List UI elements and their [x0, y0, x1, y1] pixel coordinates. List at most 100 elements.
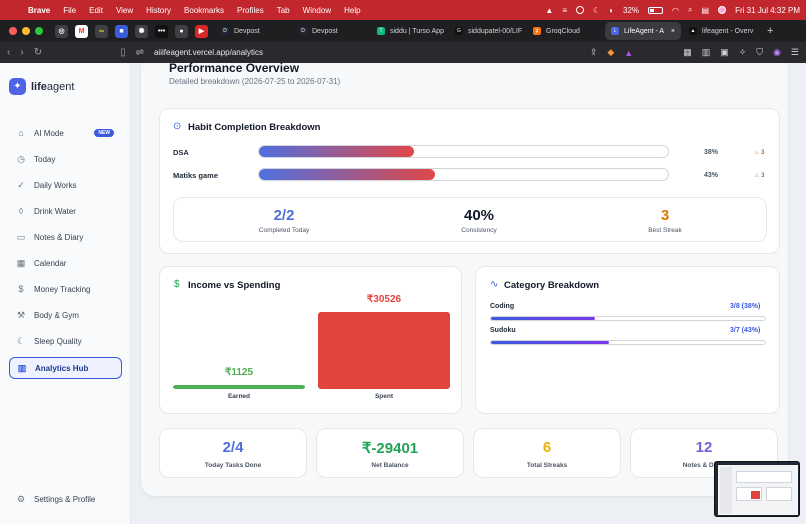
gear-icon: ⚙ [16, 493, 26, 504]
reload-icon[interactable]: ↻ [33, 47, 43, 58]
menu-bookmarks[interactable]: Bookmarks [184, 5, 225, 15]
income-card-title: Income vs Spending [188, 280, 281, 291]
reader-mode-icon[interactable]: ▦ [683, 47, 692, 57]
pinned-tab-blue-icon[interactable]: ■ [115, 24, 128, 38]
wallet-icon[interactable]: ▣ [720, 47, 729, 57]
earned-value-label: ₹1125 [224, 367, 254, 378]
status-icon-c[interactable]: ◐ [609, 5, 615, 15]
status-icon-record[interactable] [576, 6, 585, 14]
menu-file[interactable]: File [63, 5, 77, 15]
leo-icon[interactable]: ◉ [773, 47, 781, 57]
control-center-icon[interactable]: ▤ [701, 5, 710, 15]
sidebar-item-calendar[interactable]: ▦ Calendar [9, 252, 122, 274]
sidebar-item-drink-water[interactable]: ◊ Drink Water [9, 200, 122, 222]
url-field[interactable]: aiiifeagent.vercel.app/analytics [153, 48, 263, 57]
forward-arrow-icon[interactable]: › [20, 47, 24, 58]
vpn-shield-icon[interactable]: ⛉ [756, 47, 764, 57]
browser-tab[interactable]: D Devpost [215, 22, 291, 40]
habit-stats-row: 2/2 Completed Today 40% Consistency 3 Be… [173, 197, 767, 242]
battery-icon[interactable] [648, 6, 664, 14]
sidebar-item-label: Notes & Diary [34, 232, 84, 242]
habit-percent: 43% [704, 172, 719, 179]
category-name: Sudoku [490, 327, 516, 334]
clock-text[interactable]: Fri 31 Jul 4:32 PM [735, 5, 800, 15]
sidebar-item-today[interactable]: ◷ Today [9, 148, 122, 170]
sidebar-toggle-icon[interactable]: ▥ [701, 47, 711, 57]
share-icon[interactable]: ⇪ [589, 47, 598, 57]
bot-icon: ⌂ [18, 128, 24, 138]
dollar-icon: $ [174, 279, 180, 290]
summary-card-tasks: 2/4 Today Tasks Done [159, 428, 307, 478]
apple-icon[interactable] [6, 5, 16, 15]
category-card-title: Category Breakdown [504, 280, 600, 291]
habit-breakdown-card: ⊙ Habit Completion Breakdown DSA 38% ♨ 3… [159, 108, 780, 254]
menu-app-name[interactable]: Brave [28, 5, 51, 15]
income-spending-chart [173, 312, 450, 389]
browser-tab[interactable]: g GroqCloud [527, 22, 603, 40]
sidebar-item-label: Sleep Quality [34, 336, 82, 346]
screenshot-thumbnail[interactable] [714, 461, 800, 517]
brave-shields-icon[interactable]: ◆ [607, 47, 615, 57]
pinned-tab-chrome-icon[interactable]: ◎ [55, 24, 68, 38]
pinned-tab-gmail-icon[interactable]: M [75, 24, 88, 38]
menu-edit[interactable]: Edit [89, 5, 103, 15]
income-spending-card: $ Income vs Spending ₹1125 ₹30526 Earned… [159, 266, 462, 414]
sidebar-item-sleep-quality[interactable]: ☾ Sleep Quality [9, 330, 122, 352]
dumbbell-icon: ⚒ [16, 309, 26, 320]
net-balance-label: Net Balance [371, 462, 409, 469]
habit-name: DSA [173, 148, 189, 157]
menu-profiles[interactable]: Profiles [237, 5, 264, 15]
category-progress-bar [490, 316, 766, 321]
zoom-window-button[interactable] [35, 27, 43, 35]
new-tab-plus-icon[interactable]: + [767, 25, 774, 37]
sidebar-item-notes-diary[interactable]: ▭ Notes & Diary [9, 226, 122, 248]
tab-favicon-icon: T [377, 27, 385, 35]
menu-window[interactable]: Window [302, 5, 332, 15]
menu-view[interactable]: View [115, 5, 134, 15]
back-arrow-icon[interactable]: ‹ [7, 47, 11, 58]
status-icon-layers[interactable]: ≡ [562, 5, 568, 15]
moon-icon: ☾ [16, 335, 26, 346]
site-settings-icon[interactable]: ⇌ [135, 47, 144, 58]
sidebar-item-money-tracking[interactable]: $ Money Tracking [9, 278, 122, 300]
browser-tab[interactable]: D Devpost [293, 22, 369, 40]
bookmark-icon[interactable]: ▯ [120, 47, 126, 58]
siri-icon[interactable] [718, 6, 727, 14]
sidebar-item-daily-works[interactable]: ✓ Daily Works [9, 174, 122, 196]
flame-icon: ♨ [754, 150, 760, 156]
habit-card-title: Habit Completion Breakdown [188, 122, 321, 133]
brand-logo[interactable]: ✦ lifeagent [9, 78, 74, 95]
pinned-tab-infinity-icon[interactable]: ∞ [95, 24, 108, 38]
brave-rewards-icon[interactable]: ▲ [624, 47, 634, 58]
status-icon-a[interactable]: ▲ [545, 5, 554, 15]
sidebar-item-settings[interactable]: ⚙ Settings & Profile [9, 488, 122, 510]
menu-help[interactable]: Help [344, 5, 361, 15]
sidebar-item-body-gym[interactable]: ⚒ Body & Gym [9, 304, 122, 326]
pinned-tab-gpt-icon[interactable]: ✺ [135, 24, 148, 38]
pinned-tab-youtube-icon[interactable]: ▶ [195, 24, 208, 38]
browser-tab[interactable]: L LifeAgent - A × [605, 22, 681, 40]
menu-hamburger-icon[interactable]: ☰ [790, 47, 799, 57]
pinned-tab-dots-icon[interactable]: ••• [155, 24, 168, 38]
close-tab-icon[interactable]: × [670, 27, 675, 35]
habit-progress-bar [258, 145, 669, 158]
ai-sparkle-icon[interactable]: ✧ [738, 47, 747, 57]
minimize-window-button[interactable] [22, 27, 30, 35]
window-controls [9, 27, 43, 35]
sidebar-item-analytics-hub[interactable]: ▥ Analytics Hub [9, 357, 122, 379]
wifi-icon[interactable]: ◠ [672, 5, 680, 15]
habit-progress-fill [259, 146, 415, 157]
close-window-button[interactable] [9, 27, 17, 35]
menu-history[interactable]: History [146, 5, 172, 15]
pinned-tab-github-icon[interactable]: ● [175, 24, 188, 38]
sidebar-item-ai-mode[interactable]: ⌂ AI Mode NEW [9, 122, 122, 144]
search-icon[interactable]: ⌕ [688, 5, 693, 14]
browser-tab[interactable]: ▲ lifeagent - Overv [683, 22, 759, 40]
sidebar-item-label: Calendar [34, 258, 67, 268]
earned-bar [173, 385, 305, 389]
moon-icon[interactable]: ☾ [593, 5, 601, 15]
menu-tab[interactable]: Tab [276, 5, 290, 15]
consistency-value: 40% [463, 207, 495, 224]
